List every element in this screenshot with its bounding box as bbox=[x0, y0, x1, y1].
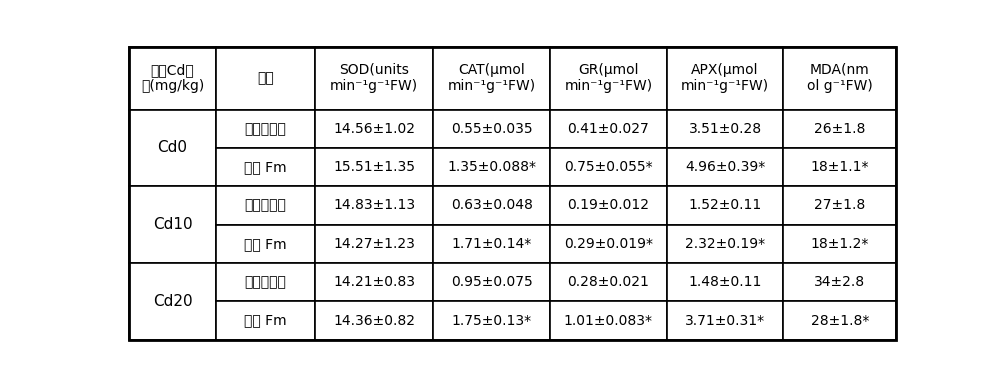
Bar bbox=[667, 148, 783, 186]
Text: 0.28±0.021: 0.28±0.021 bbox=[567, 275, 649, 289]
Bar bbox=[783, 110, 896, 148]
Text: 27±1.8: 27±1.8 bbox=[814, 198, 865, 213]
Text: 未接种对照: 未接种对照 bbox=[245, 122, 286, 136]
Bar bbox=[433, 47, 550, 110]
Bar bbox=[550, 186, 667, 225]
Bar bbox=[783, 186, 896, 225]
Text: 14.36±0.82: 14.36±0.82 bbox=[333, 314, 415, 327]
Bar bbox=[216, 148, 315, 186]
Bar bbox=[783, 47, 896, 110]
Bar bbox=[667, 47, 783, 110]
Text: 0.29±0.019*: 0.29±0.019* bbox=[564, 237, 653, 251]
Text: 3.71±0.31*: 3.71±0.31* bbox=[685, 314, 765, 327]
Text: 土壤Cd浓
度(mg/kg): 土壤Cd浓 度(mg/kg) bbox=[141, 63, 204, 93]
Bar bbox=[550, 301, 667, 340]
Text: SOD(units
min⁻¹g⁻¹FW): SOD(units min⁻¹g⁻¹FW) bbox=[330, 63, 418, 93]
Text: 0.19±0.012: 0.19±0.012 bbox=[567, 198, 649, 213]
Bar bbox=[783, 301, 896, 340]
Bar bbox=[433, 186, 550, 225]
Text: 接种 Fm: 接种 Fm bbox=[244, 237, 287, 251]
Bar bbox=[667, 225, 783, 263]
Bar bbox=[433, 110, 550, 148]
Bar bbox=[129, 263, 216, 340]
Bar bbox=[315, 186, 433, 225]
Text: 接种 Fm: 接种 Fm bbox=[244, 314, 287, 327]
Text: 0.95±0.075: 0.95±0.075 bbox=[451, 275, 533, 289]
Bar bbox=[783, 148, 896, 186]
Text: 接种 Fm: 接种 Fm bbox=[244, 160, 287, 174]
Text: Cd0: Cd0 bbox=[158, 141, 188, 155]
Text: 0.63±0.048: 0.63±0.048 bbox=[451, 198, 533, 213]
Text: 1.75±0.13*: 1.75±0.13* bbox=[452, 314, 532, 327]
Bar bbox=[667, 263, 783, 301]
Text: 未接种对照: 未接种对照 bbox=[245, 275, 286, 289]
Text: 15.51±1.35: 15.51±1.35 bbox=[333, 160, 415, 174]
Bar bbox=[550, 47, 667, 110]
Text: 28±1.8*: 28±1.8* bbox=[811, 314, 869, 327]
Text: 18±1.1*: 18±1.1* bbox=[810, 160, 869, 174]
Bar bbox=[315, 225, 433, 263]
Text: CAT(μmol
min⁻¹g⁻¹FW): CAT(μmol min⁻¹g⁻¹FW) bbox=[448, 63, 536, 93]
Bar bbox=[315, 47, 433, 110]
Bar bbox=[667, 301, 783, 340]
Bar bbox=[216, 110, 315, 148]
Bar bbox=[433, 263, 550, 301]
Text: 1.71±0.14*: 1.71±0.14* bbox=[452, 237, 532, 251]
Bar bbox=[315, 148, 433, 186]
Bar bbox=[550, 148, 667, 186]
Text: 1.01±0.083*: 1.01±0.083* bbox=[564, 314, 653, 327]
Bar bbox=[433, 225, 550, 263]
Bar bbox=[667, 110, 783, 148]
Text: 0.55±0.035: 0.55±0.035 bbox=[451, 122, 533, 136]
Bar bbox=[129, 110, 216, 186]
Text: 0.75±0.055*: 0.75±0.055* bbox=[564, 160, 653, 174]
Bar bbox=[315, 263, 433, 301]
Bar bbox=[216, 301, 315, 340]
Bar bbox=[216, 47, 315, 110]
Bar bbox=[315, 301, 433, 340]
Text: 18±1.2*: 18±1.2* bbox=[811, 237, 869, 251]
Text: 4.96±0.39*: 4.96±0.39* bbox=[685, 160, 765, 174]
Bar bbox=[550, 263, 667, 301]
Bar bbox=[783, 225, 896, 263]
Bar bbox=[216, 186, 315, 225]
Text: MDA(nm
ol g⁻¹FW): MDA(nm ol g⁻¹FW) bbox=[807, 63, 873, 93]
Bar bbox=[783, 263, 896, 301]
Bar bbox=[315, 110, 433, 148]
Bar bbox=[667, 186, 783, 225]
Text: 14.21±0.83: 14.21±0.83 bbox=[333, 275, 415, 289]
Text: 34±2.8: 34±2.8 bbox=[814, 275, 865, 289]
Bar bbox=[129, 47, 216, 110]
Text: 14.56±1.02: 14.56±1.02 bbox=[333, 122, 415, 136]
Bar bbox=[216, 225, 315, 263]
Bar bbox=[433, 148, 550, 186]
Text: 14.27±1.23: 14.27±1.23 bbox=[333, 237, 415, 251]
Text: 1.48±0.11: 1.48±0.11 bbox=[688, 275, 762, 289]
Text: Cd20: Cd20 bbox=[153, 294, 192, 309]
Text: 14.83±1.13: 14.83±1.13 bbox=[333, 198, 415, 213]
Bar bbox=[433, 301, 550, 340]
Bar bbox=[216, 263, 315, 301]
Text: 2.32±0.19*: 2.32±0.19* bbox=[685, 237, 765, 251]
Text: GR(μmol
min⁻¹g⁻¹FW): GR(μmol min⁻¹g⁻¹FW) bbox=[564, 63, 652, 93]
Text: 1.35±0.088*: 1.35±0.088* bbox=[447, 160, 536, 174]
Text: 未接种对照: 未接种对照 bbox=[245, 198, 286, 213]
Text: 26±1.8: 26±1.8 bbox=[814, 122, 865, 136]
Bar bbox=[550, 225, 667, 263]
Text: 0.41±0.027: 0.41±0.027 bbox=[568, 122, 649, 136]
Bar bbox=[129, 186, 216, 263]
Bar bbox=[550, 110, 667, 148]
Text: 1.52±0.11: 1.52±0.11 bbox=[688, 198, 762, 213]
Text: APX(μmol
min⁻¹g⁻¹FW): APX(μmol min⁻¹g⁻¹FW) bbox=[681, 63, 769, 93]
Text: 3.51±0.28: 3.51±0.28 bbox=[688, 122, 762, 136]
Text: 处理: 处理 bbox=[257, 71, 274, 85]
Text: Cd10: Cd10 bbox=[153, 217, 192, 232]
